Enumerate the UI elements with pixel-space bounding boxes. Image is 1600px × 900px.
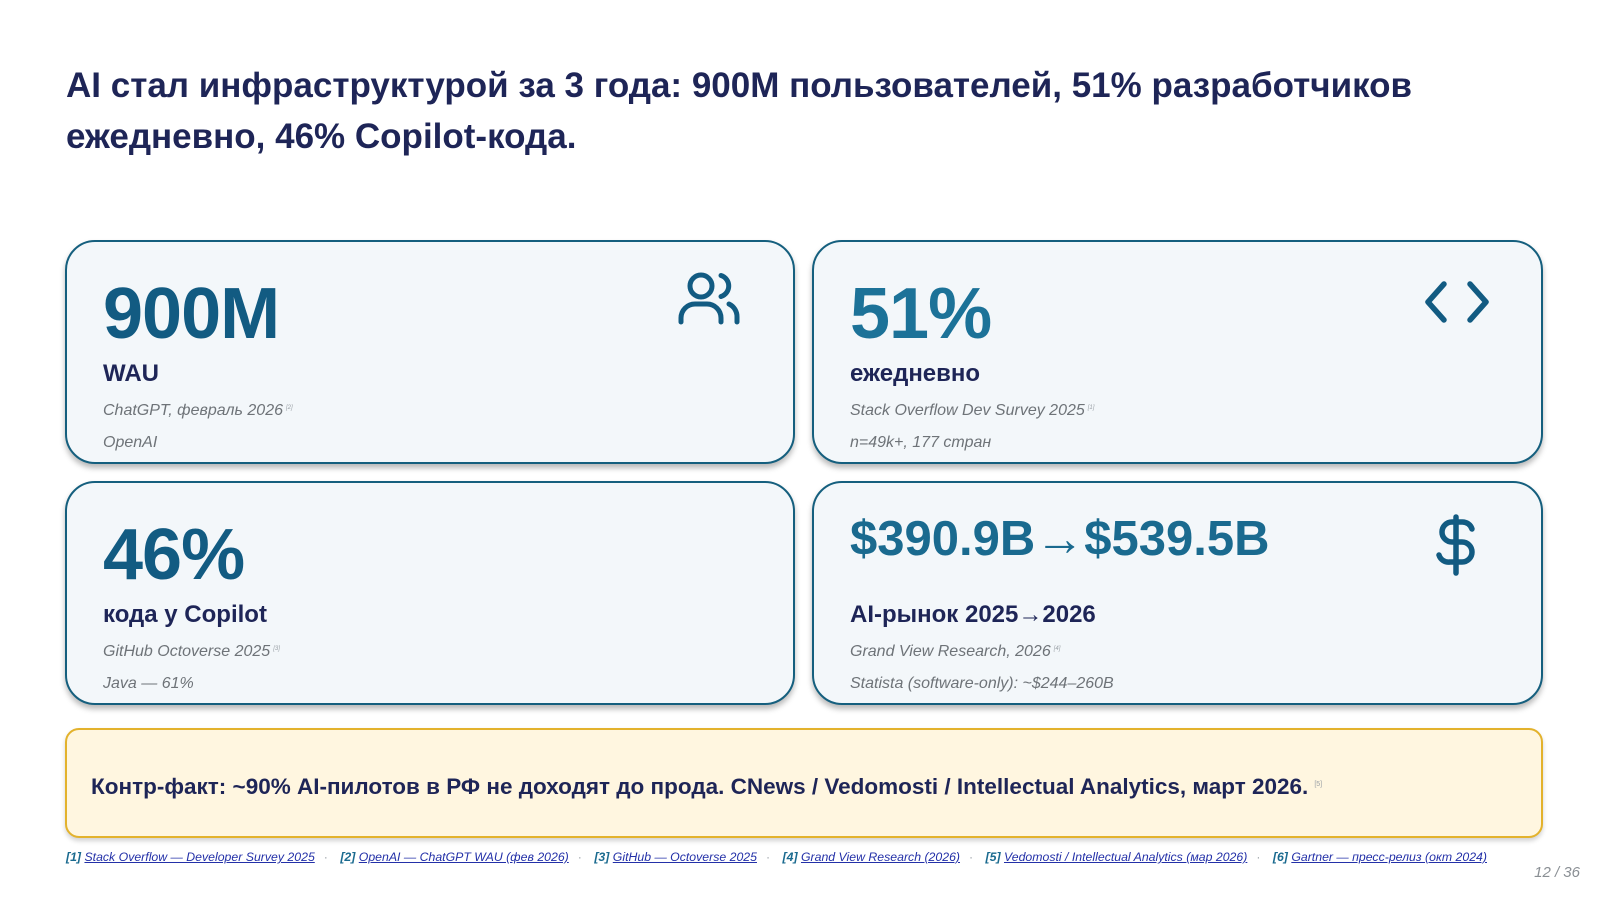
ref-number: [4] <box>782 850 798 864</box>
ref-link[interactable]: OpenAI — ChatGPT WAU (фев 2026) <box>358 850 569 864</box>
stat-note: Statista (software-only): ~$244–260B <box>850 675 1114 692</box>
stat-note: OpenAI <box>103 434 158 451</box>
stat-card-users: 900M WAU ChatGPT, февраль 2026 [2] OpenAI <box>65 240 795 464</box>
stat-value: 900M <box>103 274 280 354</box>
ref-link[interactable]: GitHub — Octoverse 2025 <box>612 850 757 864</box>
page-number: 12 / 36 <box>1534 864 1580 881</box>
stat-value: $390.9B→$539.5B <box>850 512 1270 566</box>
stat-source: GitHub Octoverse 2025 [3] <box>103 643 280 660</box>
stat-card-developers: 51% ежедневно Stack Overflow Dev Survey … <box>812 240 1543 464</box>
ref-separator: · <box>765 850 771 864</box>
stat-label: ежедневно <box>850 360 981 387</box>
ref-marker[interactable]: [2] <box>286 404 293 411</box>
ref-number: [3] <box>594 850 610 864</box>
ref-link[interactable]: Grand View Research (2026) <box>800 850 960 864</box>
ref-number: [6] <box>1272 850 1288 864</box>
ref-marker[interactable]: [1] <box>1087 404 1095 411</box>
ref-number: [2] <box>340 850 356 864</box>
ref-number: [1] <box>66 850 82 864</box>
ref-link[interactable]: Gartner — пресс-релиз (окт 2024) <box>1291 850 1487 864</box>
ref-separator: · <box>1256 850 1261 864</box>
ref-link[interactable]: Vedomosti / Intellectual Analytics (мар … <box>1003 850 1248 864</box>
code-icon <box>1425 281 1489 323</box>
slide-title: AI стал инфраструктурой за 3 года: 900M … <box>66 66 1413 156</box>
stat-source: Grand View Research, 2026 [4] <box>850 643 1061 660</box>
stat-value: 46% <box>103 515 245 595</box>
stat-note: Java — 61% <box>103 675 194 692</box>
stat-source: ChatGPT, февраль 2026 [2] <box>103 402 293 419</box>
references-bar: [1] Stack Overflow — Developer Survey 20… <box>66 850 1487 864</box>
dollar-icon <box>1436 514 1475 576</box>
stat-note: n=49k+, 177 стран <box>850 434 992 451</box>
users-icon <box>678 272 740 325</box>
stat-card-copilot: 46% кода у Copilot GitHub Octoverse 2025… <box>65 481 795 705</box>
ref-number: [5] <box>985 850 1001 864</box>
stat-label: AI-рынок 2025→2026 <box>850 601 1096 628</box>
stat-value: 51% <box>850 274 992 354</box>
stat-card-market: $390.9B→$539.5B AI-рынок 2025→2026 Grand… <box>812 481 1543 705</box>
ref-marker[interactable]: [3] <box>273 645 280 652</box>
counter-fact-box: Контр-факт: ~90% AI-пилотов в РФ не дохо… <box>65 728 1543 838</box>
ref-marker[interactable]: [4] <box>1053 645 1061 652</box>
stat-label: WAU <box>103 360 159 387</box>
ref-separator: · <box>969 850 974 864</box>
counter-fact-text: Контр-факт: ~90% AI-пилотов в РФ не дохо… <box>91 774 1323 799</box>
ref-link[interactable]: Stack Overflow — Developer Survey 2025 <box>84 850 315 864</box>
stat-label: кода у Copilot <box>103 601 267 628</box>
ref-separator: · <box>323 850 328 864</box>
ref-separator: · <box>577 850 582 864</box>
stat-source: Stack Overflow Dev Survey 2025 [1] <box>850 402 1095 419</box>
ref-marker[interactable]: [5] <box>1314 780 1323 788</box>
